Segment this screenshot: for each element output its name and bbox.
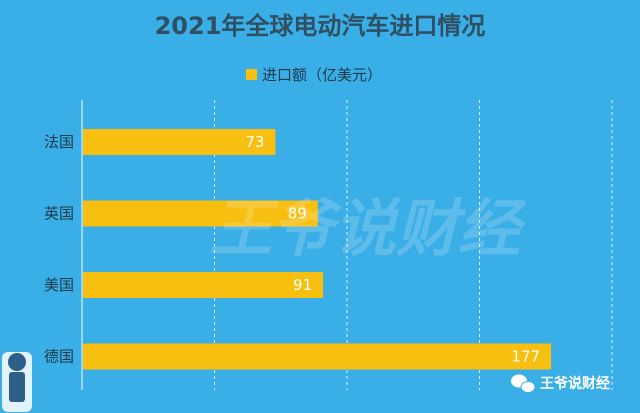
wechat-icon	[511, 374, 536, 393]
value-label: 89	[288, 205, 307, 223]
mascot-icon	[2, 352, 32, 412]
brand: 王爷说财经	[511, 374, 610, 393]
bar	[83, 200, 318, 227]
watermark: 王爷说财经	[210, 192, 527, 265]
category-label: 法国	[44, 133, 74, 151]
value-labels: 73 89 91 177	[245, 133, 540, 366]
category-label: 英国	[44, 205, 74, 223]
category-label: 德国	[44, 348, 74, 366]
bar	[83, 343, 552, 370]
bar	[83, 129, 276, 155]
bars	[83, 129, 552, 370]
value-label: 73	[245, 133, 264, 151]
brand-label: 王爷说财经	[540, 375, 610, 392]
chart-title: 2021年全球电动汽车进口情况	[155, 12, 486, 40]
legend-label: 进口额（亿美元）	[262, 66, 382, 84]
category-label: 美国	[44, 276, 74, 294]
legend: 进口额（亿美元）	[246, 66, 382, 84]
value-label: 91	[293, 276, 312, 294]
value-label: 177	[511, 348, 540, 366]
legend-swatch	[246, 69, 257, 80]
bar	[83, 272, 324, 298]
